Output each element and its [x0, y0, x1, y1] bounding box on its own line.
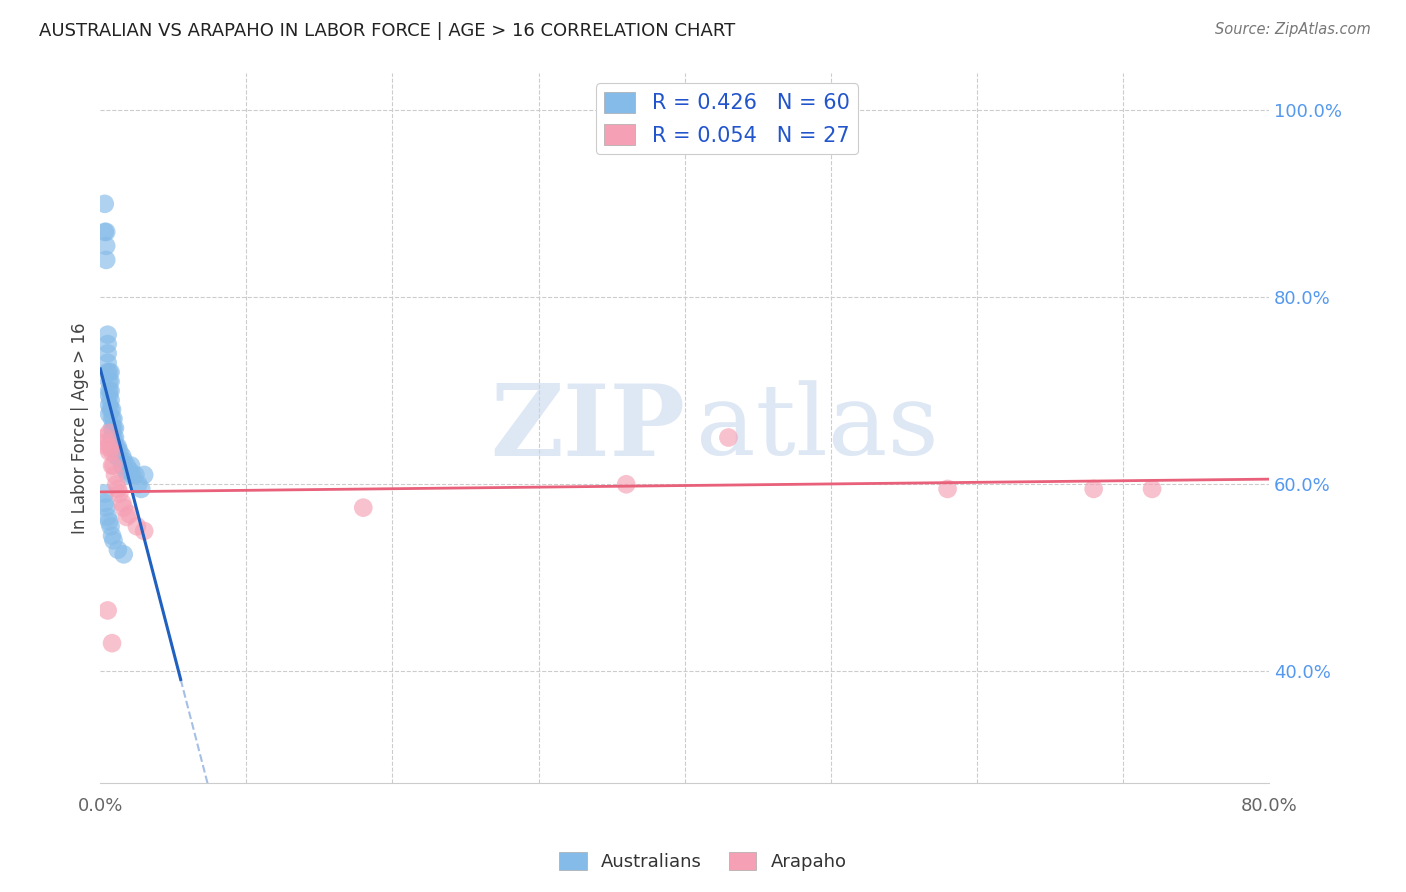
Point — [1083, 482, 1105, 496]
Point — [115, 510, 138, 524]
Point — [112, 500, 135, 515]
Point — [98, 515, 121, 529]
Point — [103, 430, 125, 444]
Point — [124, 467, 146, 482]
Point — [110, 454, 132, 468]
Point — [101, 421, 124, 435]
Point — [103, 421, 125, 435]
Text: ZIP: ZIP — [489, 380, 685, 476]
Point — [101, 430, 124, 444]
Point — [105, 440, 128, 454]
Point — [105, 477, 128, 491]
Point — [101, 412, 124, 426]
Point — [103, 458, 125, 473]
Point — [101, 458, 124, 473]
Point — [103, 412, 125, 426]
Point — [98, 425, 121, 440]
Point — [129, 482, 152, 496]
Point — [107, 482, 129, 496]
Point — [120, 458, 142, 473]
Point — [100, 393, 122, 408]
Point — [104, 421, 127, 435]
Point — [121, 467, 143, 482]
Point — [111, 449, 134, 463]
Point — [100, 402, 122, 417]
Point — [108, 486, 131, 500]
Point — [98, 384, 121, 398]
Point — [112, 547, 135, 561]
Y-axis label: In Labor Force | Age > 16: In Labor Force | Age > 16 — [72, 322, 89, 534]
Point — [134, 467, 156, 482]
Text: atlas: atlas — [696, 380, 939, 476]
Point — [115, 458, 138, 473]
Point — [134, 524, 156, 538]
Point — [97, 510, 120, 524]
Point — [105, 449, 128, 463]
Point — [100, 365, 122, 379]
Point — [96, 500, 118, 515]
Point — [100, 384, 122, 398]
Point — [614, 477, 637, 491]
Point — [118, 463, 141, 477]
Point — [96, 252, 118, 267]
Point — [97, 337, 120, 351]
Point — [1140, 482, 1163, 496]
Point — [97, 440, 120, 454]
Point — [98, 444, 121, 458]
Point — [125, 519, 148, 533]
Point — [111, 496, 134, 510]
Point — [117, 467, 139, 482]
Legend: Australians, Arapaho: Australians, Arapaho — [553, 845, 853, 879]
Point — [108, 444, 131, 458]
Point — [101, 444, 124, 458]
Point — [118, 507, 141, 521]
Point — [107, 449, 129, 463]
Point — [100, 440, 122, 454]
Point — [97, 346, 120, 360]
Point — [93, 430, 115, 444]
Point — [101, 636, 124, 650]
Text: AUSTRALIAN VS ARAPAHO IN LABOR FORCE | AGE > 16 CORRELATION CHART: AUSTRALIAN VS ARAPAHO IN LABOR FORCE | A… — [39, 22, 735, 40]
Point — [93, 486, 115, 500]
Point — [97, 327, 120, 342]
Point — [127, 477, 149, 491]
Point — [97, 365, 120, 379]
Point — [98, 388, 121, 402]
Point — [107, 542, 129, 557]
Point — [96, 225, 118, 239]
Point — [96, 239, 118, 253]
Point — [104, 440, 127, 454]
Point — [111, 458, 134, 473]
Point — [97, 603, 120, 617]
Point — [717, 430, 740, 444]
Point — [936, 482, 959, 496]
Point — [101, 529, 124, 543]
Point — [100, 519, 122, 533]
Text: Source: ZipAtlas.com: Source: ZipAtlas.com — [1215, 22, 1371, 37]
Point — [104, 467, 127, 482]
Point — [107, 440, 129, 454]
Point — [96, 435, 118, 450]
Point — [114, 463, 136, 477]
Point — [98, 407, 121, 421]
Point — [100, 375, 122, 389]
Point — [98, 398, 121, 412]
Point — [93, 197, 115, 211]
Point — [352, 500, 374, 515]
Point — [104, 430, 127, 444]
Point — [98, 365, 121, 379]
Point — [93, 496, 115, 510]
Point — [103, 533, 125, 548]
Point — [101, 402, 124, 417]
Point — [98, 375, 121, 389]
Point — [97, 356, 120, 370]
Legend: R = 0.426   N = 60, R = 0.054   N = 27: R = 0.426 N = 60, R = 0.054 N = 27 — [596, 83, 858, 154]
Point — [112, 454, 135, 468]
Point — [93, 225, 115, 239]
